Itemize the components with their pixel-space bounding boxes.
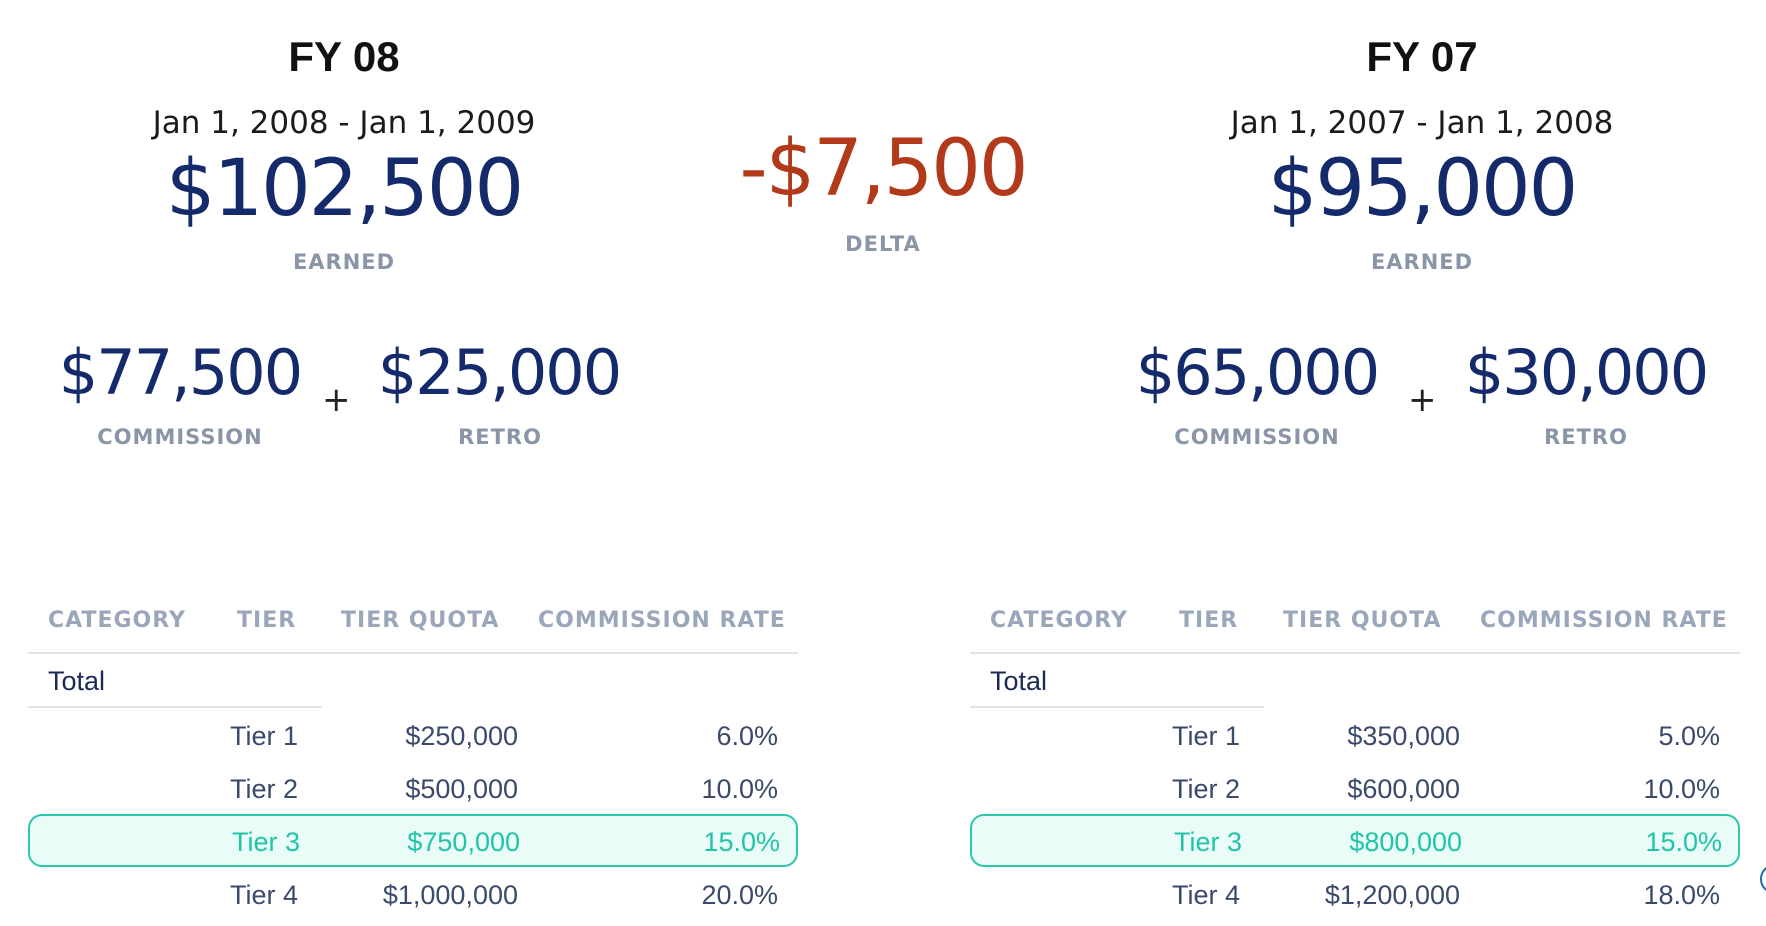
rate-cell: 10.0%: [701, 774, 778, 804]
header-tier[interactable]: TIER: [1179, 608, 1239, 633]
quota-cell: $1,000,000: [382, 880, 518, 910]
table-header: CATEGORY TIER TIER QUOTA COMMISSION RATE: [28, 588, 798, 654]
rate-cell: 5.0%: [1658, 721, 1720, 751]
total-label: Total: [990, 666, 1048, 696]
quota-cell: $250,000: [405, 721, 518, 751]
fy08-retro-label: RETRO: [458, 425, 542, 449]
scroll-indicator-icon[interactable]: [1760, 864, 1766, 894]
fy08-commission-value: $77,500: [58, 336, 303, 409]
header-category[interactable]: CATEGORY: [48, 608, 186, 633]
header-tier-quota[interactable]: TIER QUOTA: [1283, 608, 1442, 633]
delta-value: -$7,500: [739, 124, 1028, 214]
fy08-plus-sign: +: [322, 380, 351, 420]
table-row[interactable]: Tier 1 $250,000 6.0%: [28, 708, 798, 761]
table-row[interactable]: Tier 2 $500,000 10.0%: [28, 761, 798, 814]
fy07-earned-label: EARNED: [1370, 250, 1474, 274]
rate-cell: 6.0%: [716, 721, 778, 751]
fy08-title: FY 08: [288, 33, 400, 80]
total-row[interactable]: Total: [970, 654, 1740, 708]
header-commission-rate[interactable]: COMMISSION RATE: [1480, 608, 1728, 633]
quota-cell: $1,200,000: [1324, 880, 1460, 910]
total-label: Total: [48, 666, 106, 696]
tier-cell: Tier 3: [231, 827, 300, 857]
rate-cell: 15.0%: [703, 827, 780, 857]
fy07-retro-value: $30,000: [1464, 336, 1709, 409]
fy07-plus-sign: +: [1408, 380, 1437, 420]
header-tier-quota[interactable]: TIER QUOTA: [341, 608, 500, 633]
header-tier[interactable]: TIER: [237, 608, 297, 633]
fy07-commission-label: COMMISSION: [1174, 425, 1340, 449]
table-row-active[interactable]: Tier 3 $800,000 15.0%: [970, 814, 1740, 867]
quota-cell: $800,000: [1349, 827, 1462, 857]
fy08-retro-value: $25,000: [377, 336, 622, 409]
rate-cell: 10.0%: [1643, 774, 1720, 804]
fy07-title: FY 07: [1366, 33, 1478, 80]
fy08-date-range: Jan 1, 2008 - Jan 1, 2009: [152, 105, 536, 141]
tier-cell: Tier 2: [1171, 774, 1240, 804]
table-row[interactable]: Tier 4 $1,000,000 20.0%: [28, 867, 798, 920]
fy07-commission-value: $65,000: [1135, 336, 1380, 409]
tier-cell: Tier 1: [1171, 721, 1240, 751]
quota-cell: $600,000: [1347, 774, 1460, 804]
tier-cell: Tier 3: [1173, 827, 1242, 857]
fy07-date-range: Jan 1, 2007 - Jan 1, 2008: [1230, 105, 1614, 141]
header-commission-rate[interactable]: COMMISSION RATE: [538, 608, 786, 633]
delta-label: DELTA: [845, 232, 921, 256]
fy08-commission-label: COMMISSION: [97, 425, 263, 449]
fy07-tier-table: CATEGORY TIER TIER QUOTA COMMISSION RATE…: [970, 588, 1740, 920]
tier-cell: Tier 2: [229, 774, 298, 804]
rate-cell: 20.0%: [701, 880, 778, 910]
rate-cell: 15.0%: [1645, 827, 1722, 857]
fy08-earned-label: EARNED: [292, 250, 396, 274]
table-row[interactable]: Tier 2 $600,000 10.0%: [970, 761, 1740, 814]
fy08-earned-value: $102,500: [165, 144, 524, 234]
fy08-tier-table: CATEGORY TIER TIER QUOTA COMMISSION RATE…: [28, 588, 798, 920]
quota-cell: $750,000: [407, 827, 520, 857]
table-row[interactable]: Tier 1 $350,000 5.0%: [970, 708, 1740, 761]
table-header: CATEGORY TIER TIER QUOTA COMMISSION RATE: [970, 588, 1740, 654]
header-category[interactable]: CATEGORY: [990, 608, 1128, 633]
rate-cell: 18.0%: [1643, 880, 1720, 910]
fy07-earned-value: $95,000: [1267, 144, 1579, 234]
table-row-active[interactable]: Tier 3 $750,000 15.0%: [28, 814, 798, 867]
fy07-retro-label: RETRO: [1544, 425, 1628, 449]
quota-cell: $500,000: [405, 774, 518, 804]
total-cell: Total: [28, 654, 322, 708]
tier-cell: Tier 4: [229, 880, 298, 910]
quota-cell: $350,000: [1347, 721, 1460, 751]
table-row[interactable]: Tier 4 $1,200,000 18.0%: [970, 867, 1740, 920]
total-row[interactable]: Total: [28, 654, 798, 708]
tier-cell: Tier 1: [229, 721, 298, 751]
tier-cell: Tier 4: [1171, 880, 1240, 910]
total-cell: Total: [970, 654, 1264, 708]
